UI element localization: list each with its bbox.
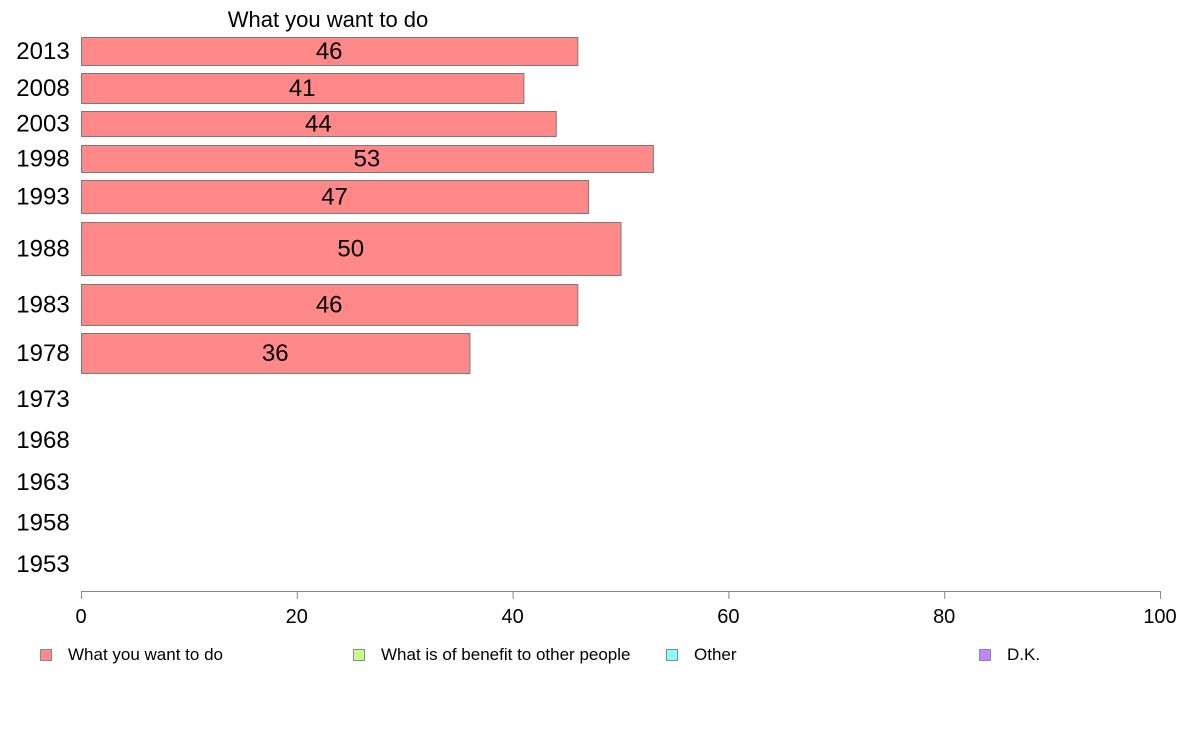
x-tick-label-40: 40 bbox=[501, 606, 523, 628]
data-label-1978: 36 bbox=[262, 340, 289, 367]
y-tick-label-2008: 2008 bbox=[16, 75, 69, 102]
legend-item-other: Other bbox=[666, 644, 737, 666]
data-label-2008: 41 bbox=[289, 75, 316, 102]
legend-swatch-benefit-to-others bbox=[353, 649, 365, 661]
legend-swatch-dk bbox=[979, 649, 991, 661]
legend-label-dk: D.K. bbox=[1007, 645, 1041, 664]
legend-item-dk: D.K. bbox=[979, 644, 1040, 666]
chart-title: What you want to do bbox=[228, 7, 429, 32]
data-label-1988: 50 bbox=[337, 236, 364, 263]
legend: What you want to do What is of benefit t… bbox=[0, 644, 1188, 668]
x-tick-label-20: 20 bbox=[286, 606, 308, 628]
bar-2013 bbox=[81, 37, 579, 66]
x-tick-label-100: 100 bbox=[1143, 606, 1176, 628]
data-label-2013: 46 bbox=[316, 38, 343, 65]
y-tick-label-1978: 1978 bbox=[16, 340, 69, 367]
bar-2003 bbox=[81, 111, 557, 137]
bar-1978 bbox=[81, 333, 471, 374]
y-tick-label-2003: 2003 bbox=[16, 111, 69, 138]
y-tick-label-2013: 2013 bbox=[16, 38, 69, 65]
legend-swatch-what-you-want-to-do bbox=[40, 649, 52, 661]
legend-label-benefit-to-others: What is of benefit to other people bbox=[381, 645, 631, 664]
legend-item-what-you-want-to-do: What you want to do bbox=[40, 644, 223, 666]
legend-swatch-other bbox=[666, 649, 678, 661]
legend-item-benefit-to-others: What is of benefit to other people bbox=[353, 644, 631, 666]
bar-1993 bbox=[81, 180, 590, 214]
y-tick-label-1993: 1993 bbox=[16, 184, 69, 211]
legend-label-what-you-want-to-do: What you want to do bbox=[68, 645, 223, 664]
data-label-1998: 53 bbox=[354, 146, 381, 173]
x-tick-label-0: 0 bbox=[75, 606, 86, 628]
x-axis: 0 20 40 60 80 100 bbox=[75, 591, 1177, 628]
y-tick-label-1973: 1973 bbox=[16, 386, 69, 413]
y-axis-labels: 2013 2008 2003 1998 1993 1988 1983 1978 1973 1968… bbox=[16, 38, 69, 578]
y-tick-label-1953: 1953 bbox=[16, 551, 69, 578]
y-tick-label-1983: 1983 bbox=[16, 292, 69, 319]
data-label-1993: 47 bbox=[321, 184, 348, 211]
y-tick-label-1958: 1958 bbox=[16, 510, 69, 537]
bar-1998 bbox=[81, 145, 654, 173]
y-tick-label-1998: 1998 bbox=[16, 146, 69, 173]
x-tick-label-80: 80 bbox=[933, 606, 955, 628]
data-label-1983: 46 bbox=[316, 292, 343, 319]
legend-label-other: Other bbox=[694, 645, 737, 664]
y-tick-label-1968: 1968 bbox=[16, 427, 69, 454]
y-tick-label-1988: 1988 bbox=[16, 236, 69, 263]
bar-1983 bbox=[81, 284, 579, 326]
data-label-2003: 44 bbox=[305, 111, 332, 138]
y-tick-label-1963: 1963 bbox=[16, 469, 69, 496]
bar-2008 bbox=[81, 73, 525, 104]
x-tick-label-60: 60 bbox=[717, 606, 739, 628]
bar-1988 bbox=[81, 222, 622, 276]
